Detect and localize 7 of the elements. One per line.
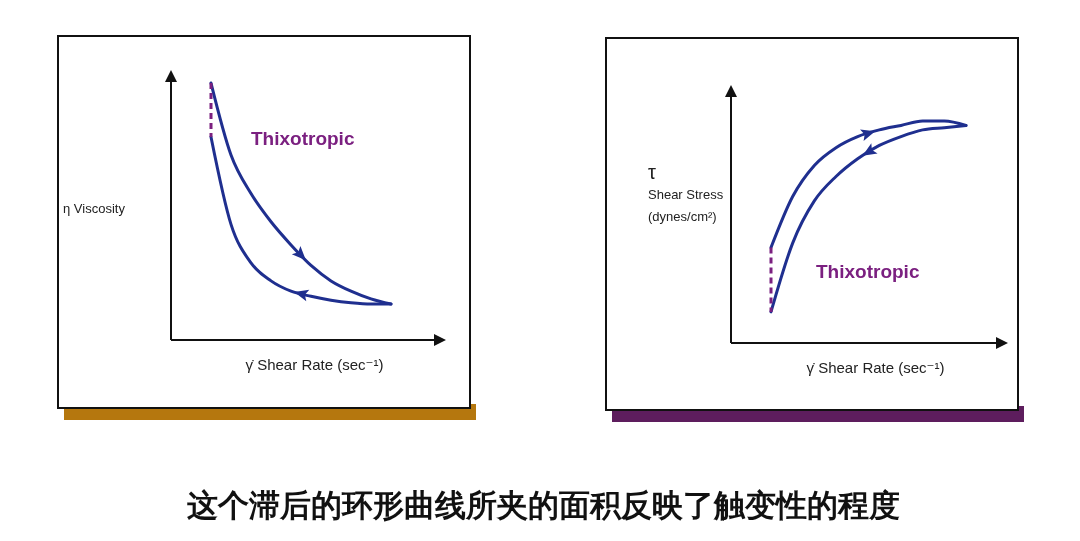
text: 这个滞后的环形曲线所夹的面积反映了触变性的程度: [186, 487, 900, 523]
annotation: Thixotropic: [251, 128, 355, 149]
y-axis-title: η Viscosity: [63, 201, 126, 216]
x-axis-title: γ̇ Shear Rate (sec⁻¹): [245, 356, 384, 373]
annotation: Thixotropic: [816, 261, 920, 282]
x-axis-title: γ̇ Shear Rate (sec⁻¹): [806, 359, 945, 376]
y-axis-title: τ Shear Stress (dynes/cm²): [648, 161, 724, 224]
